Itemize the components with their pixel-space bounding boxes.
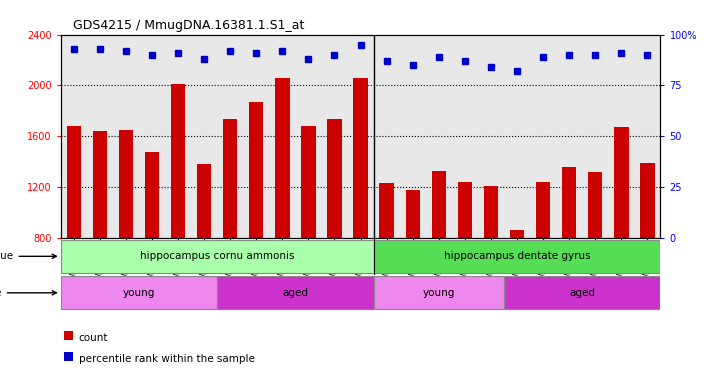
Bar bbox=[504, 276, 660, 309]
Bar bbox=[373, 240, 660, 273]
Bar bbox=[301, 126, 316, 238]
Bar bbox=[93, 131, 107, 238]
Bar bbox=[171, 84, 185, 238]
Bar bbox=[510, 230, 524, 238]
Bar bbox=[66, 126, 81, 238]
Bar bbox=[145, 152, 159, 238]
Bar bbox=[458, 182, 472, 238]
Bar bbox=[536, 182, 550, 238]
Bar bbox=[406, 190, 420, 238]
Bar bbox=[119, 130, 133, 238]
Text: age: age bbox=[0, 288, 56, 298]
Bar bbox=[588, 172, 603, 238]
Text: GDS4215 / MmugDNA.16381.1.S1_at: GDS4215 / MmugDNA.16381.1.S1_at bbox=[73, 19, 304, 32]
Text: tissue: tissue bbox=[0, 251, 56, 262]
Text: young: young bbox=[423, 288, 455, 298]
Bar bbox=[249, 102, 263, 238]
Text: young: young bbox=[123, 288, 155, 298]
Text: aged: aged bbox=[282, 288, 308, 298]
Bar bbox=[275, 78, 289, 238]
Text: hippocampus cornu ammonis: hippocampus cornu ammonis bbox=[140, 251, 294, 262]
Bar bbox=[373, 276, 504, 309]
Text: aged: aged bbox=[569, 288, 595, 298]
Bar bbox=[353, 78, 368, 238]
Bar bbox=[61, 276, 217, 309]
Bar bbox=[484, 186, 498, 238]
Bar bbox=[432, 170, 446, 238]
Text: percentile rank within the sample: percentile rank within the sample bbox=[79, 354, 254, 364]
Text: count: count bbox=[79, 333, 108, 343]
Bar bbox=[223, 119, 237, 238]
Bar bbox=[327, 119, 342, 238]
Bar bbox=[61, 240, 373, 273]
Bar bbox=[197, 164, 211, 238]
Bar bbox=[379, 184, 394, 238]
Bar bbox=[614, 127, 628, 238]
Bar bbox=[640, 163, 655, 238]
Text: hippocampus dentate gyrus: hippocampus dentate gyrus bbox=[443, 251, 590, 262]
Bar bbox=[562, 167, 576, 238]
Bar bbox=[217, 276, 373, 309]
